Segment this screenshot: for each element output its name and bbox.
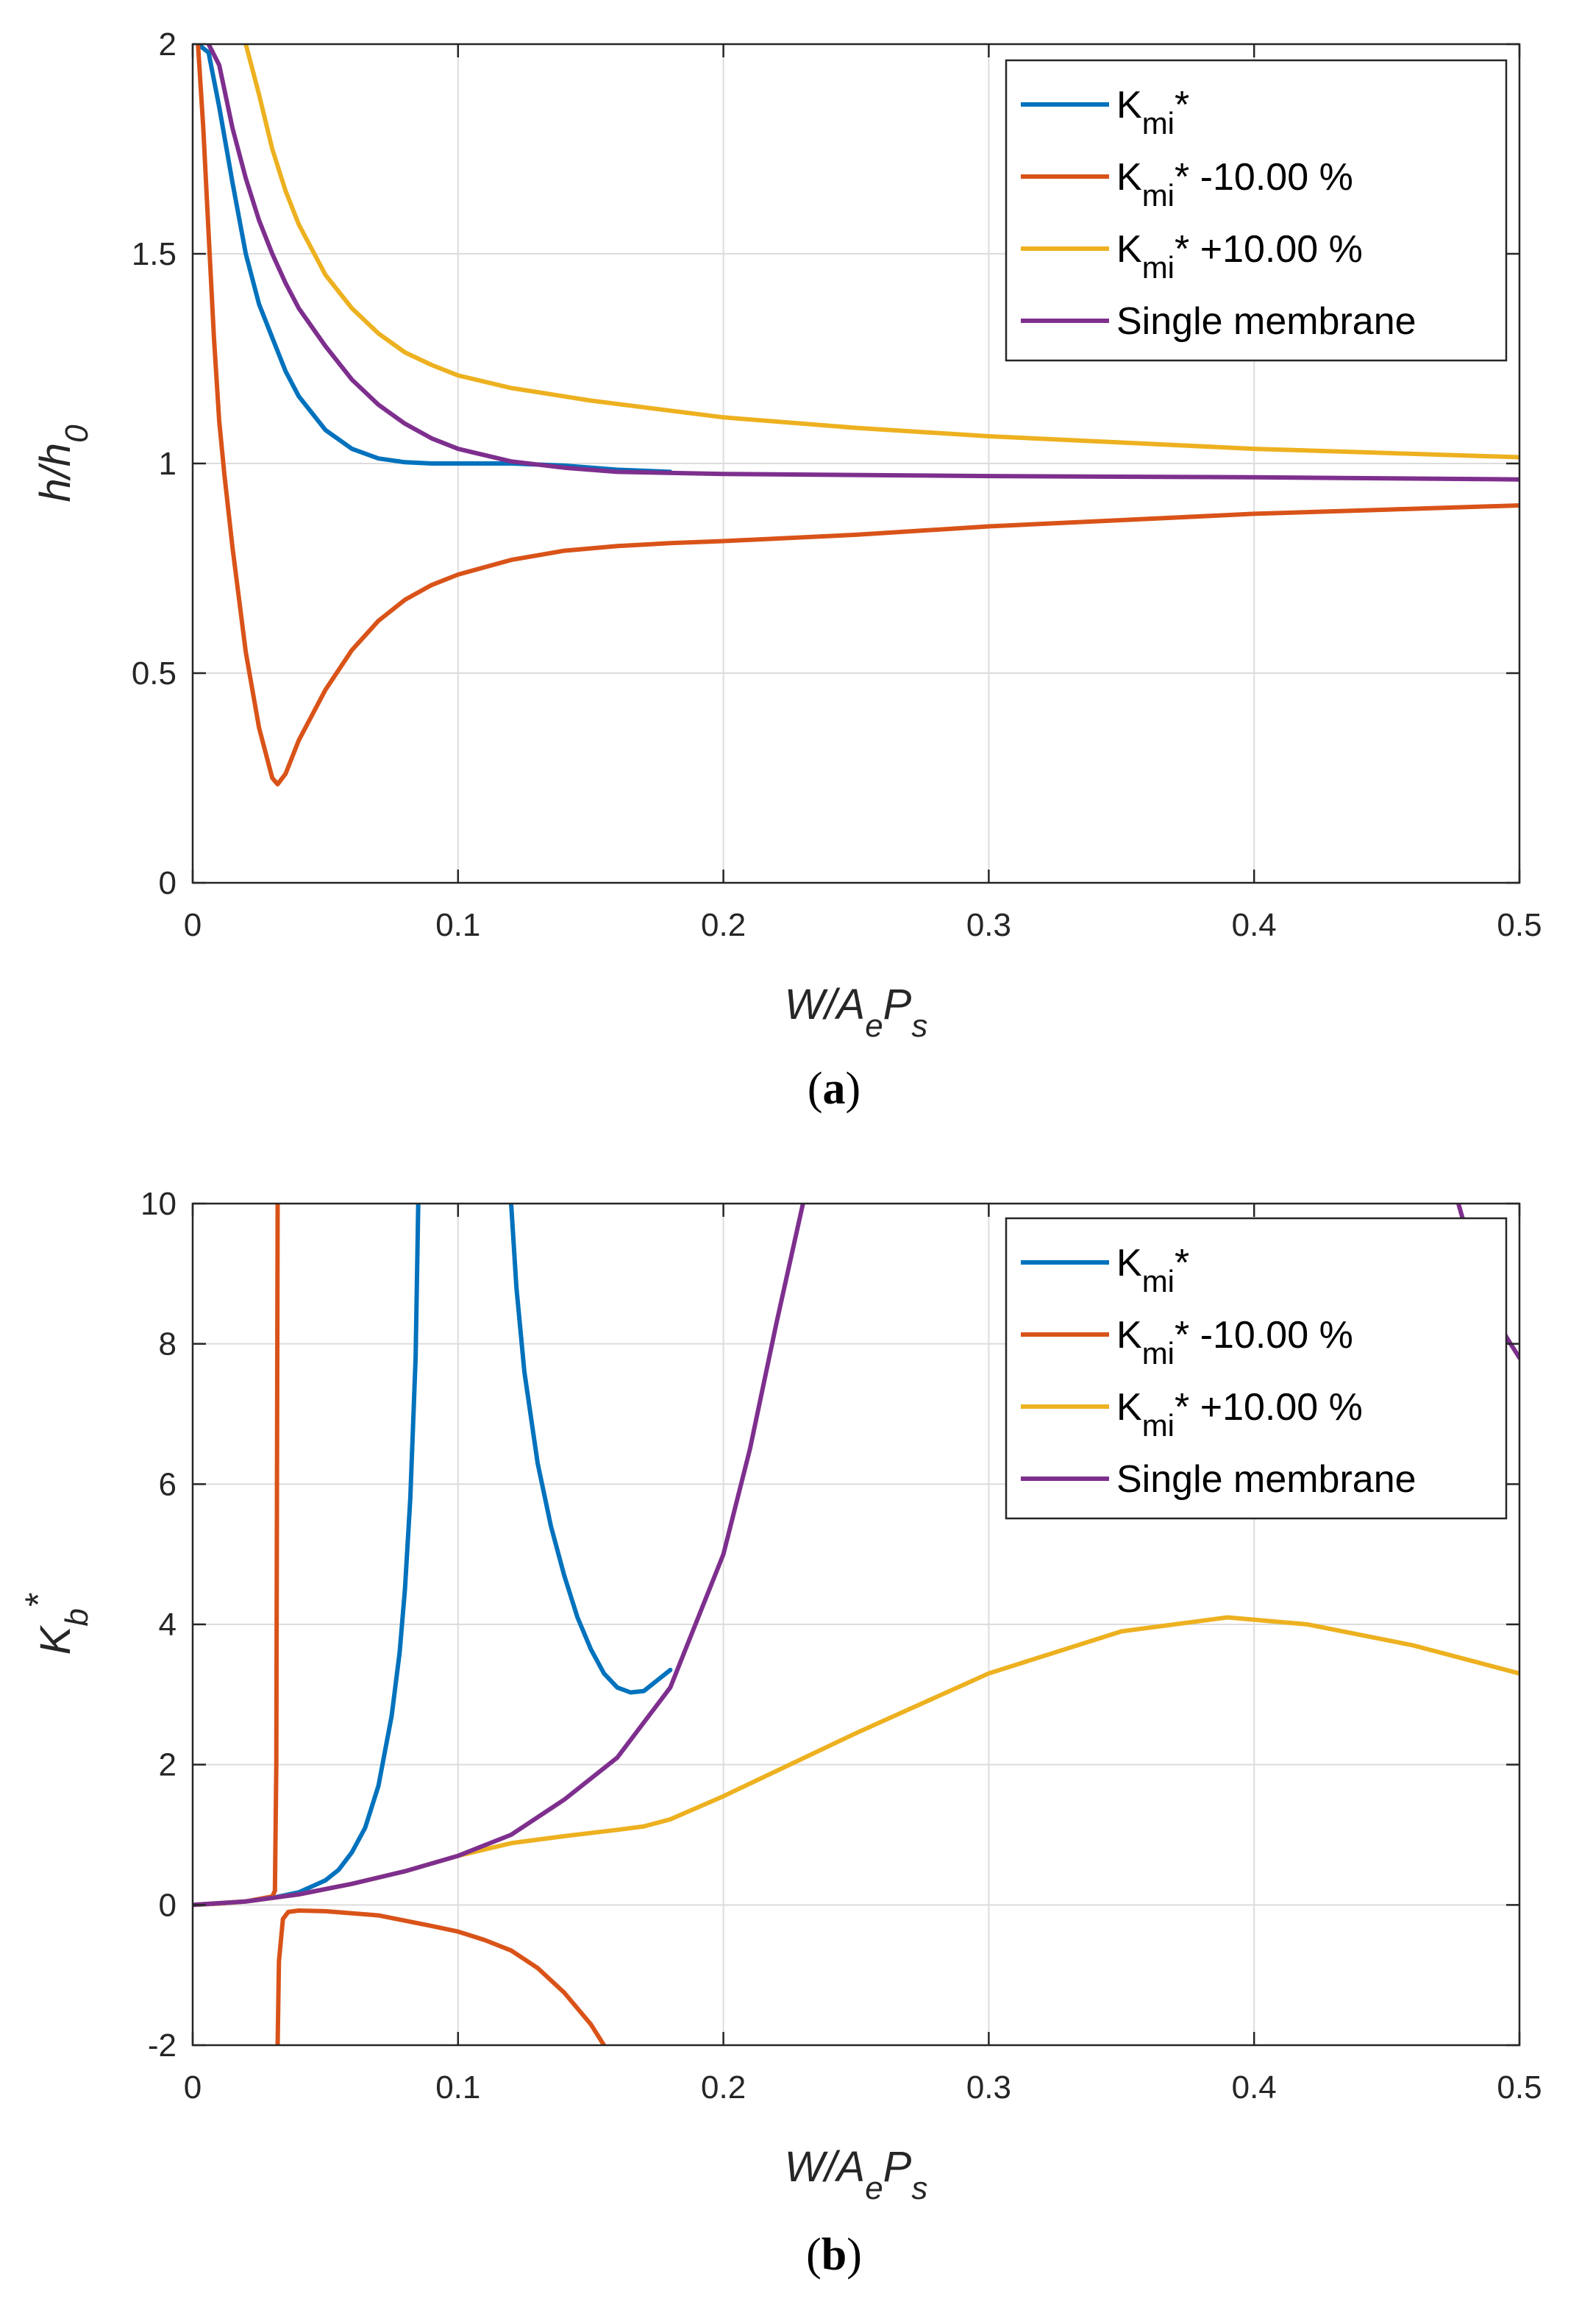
chart-a-caption: (a)	[808, 1064, 860, 1114]
chart-a-ytick-label: 0	[159, 865, 177, 901]
chart-a-series-single-membrane-line	[206, 44, 1519, 482]
chart-a-ytick-label: 0.5	[132, 655, 177, 692]
chart-b-xtick-label: 0.1	[435, 2069, 480, 2106]
chart-a-series-k-mi-line	[196, 44, 673, 475]
chart-b-xtick-label: 0.2	[701, 2069, 746, 2106]
chart-b-xtick-label: 0.3	[966, 2069, 1011, 2106]
chart-a-legend-label-k-mi-10-00: Kmi* -10.00 %	[1116, 156, 1353, 213]
chart-a-xtick-label: 0.3	[966, 907, 1011, 943]
chart-b-series-k-mi-10-00-line-2	[275, 1908, 607, 2045]
chart-b-ytick-label: 2	[159, 1747, 177, 1783]
chart-a-ytick-label: 1	[159, 446, 177, 482]
chart-a-xtick-label: 0	[184, 907, 202, 943]
chart-a-xtick-label: 0.5	[1497, 907, 1542, 943]
chart-b-ytick-label: -2	[148, 2028, 177, 2064]
chart-a-legend-label-single-membrane: Single membrane	[1116, 300, 1416, 343]
chart-a-series-k-mi-10-00-line	[196, 44, 1519, 786]
chart-a-series-k-mi-10-00-line	[243, 44, 1519, 460]
chart-b-legend-label-k-mi: Kmi*	[1116, 1242, 1189, 1298]
chart-b-legend-label-single-membrane: Single membrane	[1116, 1458, 1416, 1501]
chart-a-ytick-label: 1.5	[132, 236, 177, 272]
chart-b-series-single-membrane-line-1	[193, 1204, 805, 1908]
chart-a-ytick-label: 2	[159, 26, 177, 63]
chart-b-series-k-mi-line-2	[509, 1204, 673, 1695]
chart-b-caption: (b)	[806, 2230, 862, 2280]
chart-b-ytick-label: 10	[140, 1186, 177, 1222]
chart-a-legend-label-k-mi: Kmi*	[1116, 84, 1189, 141]
chart-b-ytick-label: 8	[159, 1326, 177, 1362]
chart-b-xtick-label: 0.4	[1232, 2069, 1277, 2106]
chart-b-ytick-label: 0	[159, 1887, 177, 1923]
chart-a-xtick-label: 0.1	[435, 907, 480, 943]
chart-a-legend: Kmi* Kmi* -10.00 % Kmi* +10.00 % Single mem…	[1005, 59, 1508, 362]
chart-a-xtick-label: 0.4	[1232, 907, 1277, 943]
chart-b-y-axis-label: Kb*	[18, 1593, 95, 1655]
chart-b-legend-box	[1005, 1217, 1508, 1520]
chart-b-xtick-label: 0	[184, 2069, 202, 2106]
chart-a: 0 0.1 0.2 0.3 0.4 0.500.511.52W/AePsh/h0Kmi*K…	[32, 26, 1542, 1114]
chart-b-legend: Kmi* Kmi* -10.00 % Kmi* +10.00 % Single mem…	[1005, 1217, 1508, 1520]
chart-b-legend-label-k-mi-10-00: Kmi* -10.00 %	[1116, 1314, 1353, 1371]
chart-b: 0 0.1 0.2 0.3 0.4 0.5-20246810W/AePsKb*Kmi*Km…	[18, 1186, 1542, 2280]
chart-b-ytick-label: 4	[159, 1607, 177, 1643]
chart-a-y-axis-label: h/h0	[32, 424, 95, 502]
chart-a-legend-box	[1005, 59, 1508, 362]
chart-b-x-axis-label: W/AePs	[785, 2143, 928, 2206]
chart-b-ytick-label: 6	[159, 1466, 177, 1502]
chart-b-legend-label-k-mi-10-00: Kmi* +10.00 %	[1116, 1386, 1363, 1443]
chart-b-xtick-label: 0.5	[1497, 2069, 1542, 2106]
chart-a-x-axis-label: W/AePs	[785, 981, 928, 1044]
chart-a-legend-label-k-mi-10-00: Kmi* +10.00 %	[1116, 228, 1363, 285]
chart-a-xtick-label: 0.2	[701, 907, 746, 943]
